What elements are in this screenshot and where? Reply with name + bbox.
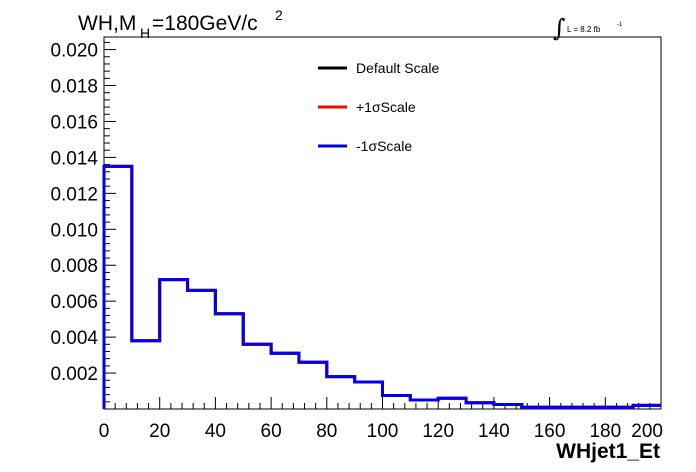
plot-frame	[103, 36, 662, 410]
x-tick-label: 120	[422, 421, 454, 442]
y-tick-label: 0.016	[50, 112, 98, 133]
title-superscript: 2	[275, 7, 283, 23]
legend-label: +1σScale	[356, 99, 416, 115]
y-tick-label: 0.018	[50, 77, 98, 98]
x-tick-label: 60	[261, 421, 282, 442]
y-tick-label: 0.004	[50, 328, 98, 349]
x-axis-label: WHjet1_Et	[556, 440, 660, 463]
x-tick-label: 0	[99, 421, 110, 442]
x-tick-label: 40	[205, 421, 226, 442]
y-tick-label: 0.006	[50, 292, 98, 313]
title-subscript: H	[140, 25, 150, 41]
y-tick-label: 0.012	[50, 184, 98, 205]
y-tick-label: 0.014	[50, 148, 98, 169]
y-axis: 0.002 0.004 0.006 0.008 0.010 0.012 0.014 0.016…	[50, 41, 116, 403]
x-tick-label: 180	[589, 421, 621, 442]
x-tick-label: 80	[316, 421, 337, 442]
series-line	[102, 164, 661, 409]
chart-title: WH,M H =180GeV/c 2	[78, 7, 283, 41]
x-axis: 0 20 40 60 80 100 120 140 160 180 200	[99, 397, 663, 442]
legend-label: -1σScale	[356, 138, 412, 154]
legend: Default Scale +1σScale -1σScale	[318, 60, 439, 154]
x-tick-label: 160	[534, 421, 566, 442]
title-value: =180GeV/c	[152, 12, 258, 35]
y-tick-label: 0.008	[50, 256, 98, 277]
series-layer	[102, 164, 661, 409]
x-tick-label: 100	[367, 421, 399, 442]
title-main: WH,M	[78, 12, 136, 35]
legend-label: Default Scale	[356, 60, 439, 76]
x-tick-label: 20	[149, 421, 170, 442]
y-tick-label: 0.010	[50, 220, 98, 241]
luminosity-superscript: -1	[617, 22, 623, 28]
x-tick-label: 200	[631, 421, 663, 442]
x-tick-label: 140	[478, 421, 510, 442]
y-tick-label: 0.002	[50, 364, 98, 385]
luminosity-annotation: ∫ L = 8.2 fb -1	[553, 14, 623, 42]
integral-symbol: ∫	[553, 14, 566, 42]
y-tick-label: 0.020	[50, 41, 98, 62]
luminosity-label: L = 8.2 fb	[567, 25, 601, 34]
